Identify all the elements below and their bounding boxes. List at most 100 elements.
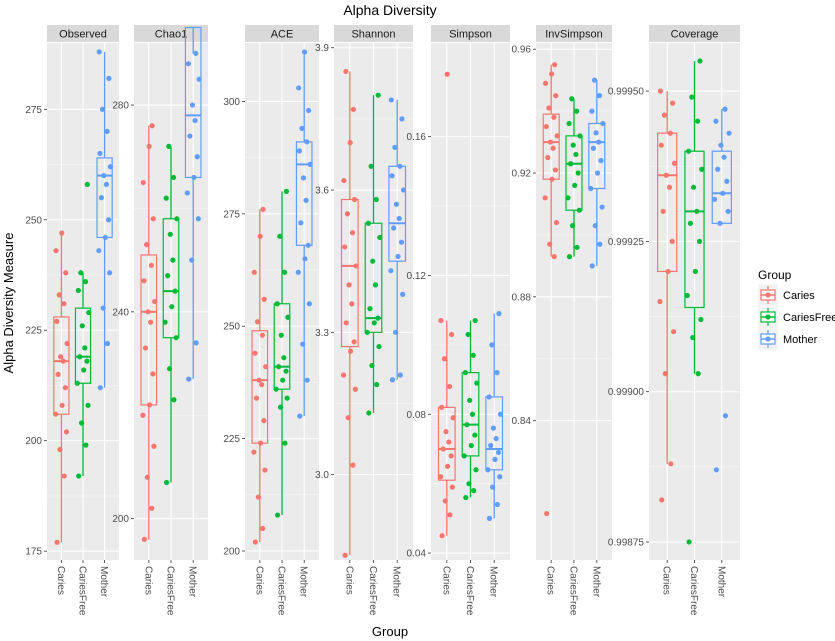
data-point <box>440 446 446 452</box>
box-chao1-caries <box>140 123 158 542</box>
data-point <box>253 395 260 401</box>
data-point <box>351 339 357 345</box>
data-point <box>443 429 449 435</box>
data-point <box>667 130 673 136</box>
data-point <box>75 287 81 294</box>
data-point <box>485 467 491 473</box>
y-axis-title: Alpha Diversity Measure <box>1 233 16 374</box>
data-point <box>497 474 503 480</box>
data-point <box>494 501 500 508</box>
box-shannon-caries <box>340 68 359 558</box>
data-point <box>81 367 87 373</box>
y-tick-label: 300 <box>223 97 240 108</box>
data-point <box>670 100 676 106</box>
x-tick-label-caries: Caries <box>545 566 556 595</box>
data-point <box>687 220 694 226</box>
data-point <box>694 208 700 214</box>
data-point <box>57 446 63 453</box>
box-invsimpson-caries <box>542 62 560 517</box>
data-point <box>573 151 579 158</box>
facet-panels: Observed 175 200 225 250 275 Caries CariesFree M… <box>25 25 740 616</box>
y-tick-label: 0.16 <box>407 132 427 143</box>
x-tick-label-cariesfree: CariesFree <box>688 566 699 616</box>
data-point <box>553 219 560 226</box>
data-point <box>296 148 303 154</box>
data-point <box>393 329 399 335</box>
data-point <box>377 234 383 241</box>
data-point <box>170 257 176 263</box>
y-tick-label: 0.12 <box>407 271 427 282</box>
data-point <box>307 161 313 167</box>
y-tick-label: 3.3 <box>315 328 329 339</box>
data-point <box>349 301 355 307</box>
data-point <box>97 385 103 391</box>
data-point <box>696 238 703 244</box>
data-point <box>567 161 574 167</box>
data-point <box>400 187 407 193</box>
data-point <box>143 242 150 248</box>
data-point <box>552 62 558 68</box>
data-point <box>444 463 451 469</box>
data-point <box>669 238 675 244</box>
data-point <box>722 413 729 419</box>
data-point <box>297 413 303 419</box>
data-point <box>542 80 549 86</box>
box-chao1-cariesfree <box>162 143 180 486</box>
data-point <box>141 278 147 284</box>
box-invsimpson-cariesfree <box>565 96 583 260</box>
data-point <box>63 270 69 276</box>
y-tick-label: 275 <box>25 105 42 116</box>
legend-item-caries: Caries <box>757 283 815 307</box>
data-point <box>53 248 59 254</box>
box-body <box>74 307 92 384</box>
box-shannon-cariesfree <box>364 92 383 416</box>
data-point <box>61 301 67 307</box>
data-point <box>63 429 70 435</box>
data-point <box>489 342 495 348</box>
panel-strip-shannon <box>334 25 413 42</box>
box-coverage-mother <box>711 106 732 473</box>
data-point <box>343 320 349 326</box>
data-point <box>163 479 170 486</box>
x-tick-label-cariesfree: CariesFree <box>568 566 579 616</box>
x-tick-label-mother: Mother <box>98 566 109 598</box>
box-simpson-mother <box>485 311 504 521</box>
legend-key-point <box>765 292 771 298</box>
data-point <box>105 217 112 223</box>
x-tick-label-cariesfree: CariesFree <box>165 566 176 616</box>
data-point <box>167 231 173 237</box>
data-point <box>553 93 559 99</box>
data-point <box>724 178 730 184</box>
y-tick-label: 200 <box>223 547 240 558</box>
data-point <box>446 439 452 445</box>
y-tick-label: 0.99875 <box>608 537 645 548</box>
panel-strip-simpson <box>431 25 510 42</box>
x-tick-label-cariesfree: CariesFree <box>77 566 88 616</box>
data-point <box>103 181 109 188</box>
panel-shannon: Shannon 3.0 3.3 3.6 3.9 Caries CariesFree Mothe… <box>315 25 413 616</box>
data-point <box>304 139 310 145</box>
data-point <box>367 306 373 312</box>
data-point <box>466 481 472 487</box>
box-body <box>162 218 180 339</box>
box-body <box>53 316 70 415</box>
data-point <box>493 435 499 442</box>
y-tick-label: 0.99900 <box>608 387 645 398</box>
data-point <box>576 207 582 213</box>
y-tick-label: 275 <box>223 209 240 220</box>
panel-strip-label-chao1: Chao1 <box>155 29 187 41</box>
box-shannon-mother <box>388 97 407 383</box>
data-point <box>726 130 732 136</box>
data-point <box>365 220 371 226</box>
data-point <box>494 370 500 376</box>
data-point <box>149 123 155 129</box>
data-point <box>186 376 192 382</box>
data-point <box>189 257 195 263</box>
data-point <box>588 185 594 192</box>
data-point <box>194 154 200 160</box>
data-point <box>552 167 558 173</box>
legend-title: Group <box>758 268 792 282</box>
data-point <box>340 372 347 378</box>
box-coverage-cariesfree <box>684 58 705 545</box>
box-coverage-caries <box>657 88 678 503</box>
